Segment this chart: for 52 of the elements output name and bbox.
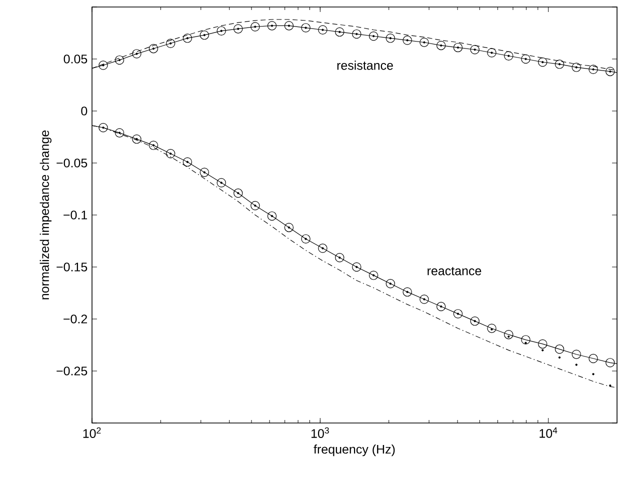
x-axis-title: frequency (Hz) xyxy=(314,444,395,456)
point xyxy=(216,26,226,36)
point xyxy=(487,324,496,333)
point xyxy=(554,344,564,354)
point xyxy=(572,350,581,359)
point xyxy=(521,54,530,64)
x-tick-label: 10$^{4}$ xyxy=(540,427,558,438)
point xyxy=(436,40,446,50)
point xyxy=(554,60,564,69)
y-tick-label: −0.05 xyxy=(56,158,88,168)
point xyxy=(234,188,243,198)
point xyxy=(538,58,548,67)
annotation: resistance xyxy=(337,60,393,70)
x-tick-label: 10$^{3}$ xyxy=(311,427,329,438)
point xyxy=(132,134,142,144)
point xyxy=(572,62,581,72)
point xyxy=(504,330,514,340)
point xyxy=(606,358,615,368)
y-tick-label: 0.05 xyxy=(64,54,88,64)
point xyxy=(318,25,328,34)
point xyxy=(200,168,210,177)
x-tick-label: 10$^{2}$ xyxy=(83,427,101,438)
point xyxy=(114,55,124,65)
point xyxy=(386,34,396,43)
point xyxy=(420,294,429,304)
point xyxy=(453,309,463,318)
point xyxy=(402,36,412,45)
point xyxy=(588,354,598,364)
y-tick-label: −0.25 xyxy=(56,366,88,376)
point xyxy=(250,22,260,32)
point xyxy=(148,140,158,150)
point xyxy=(352,262,362,272)
point xyxy=(284,21,294,30)
point xyxy=(166,149,176,158)
y-tick-label: −0.1 xyxy=(64,210,88,220)
y-tick-label: 0 xyxy=(81,106,88,116)
point xyxy=(368,270,378,280)
point xyxy=(148,44,158,54)
point xyxy=(200,30,210,40)
point xyxy=(335,27,344,37)
point xyxy=(267,21,277,30)
annotation: reactance xyxy=(428,267,482,276)
point xyxy=(182,157,192,167)
point xyxy=(538,339,548,349)
y-tick-label: −0.2 xyxy=(64,314,88,324)
y-tick-label: −0.15 xyxy=(56,262,88,272)
point xyxy=(588,64,598,74)
point xyxy=(98,123,108,132)
point xyxy=(521,335,530,344)
point xyxy=(301,234,310,244)
point xyxy=(504,51,514,60)
y-axis-title: normalized impedance change xyxy=(40,130,52,300)
